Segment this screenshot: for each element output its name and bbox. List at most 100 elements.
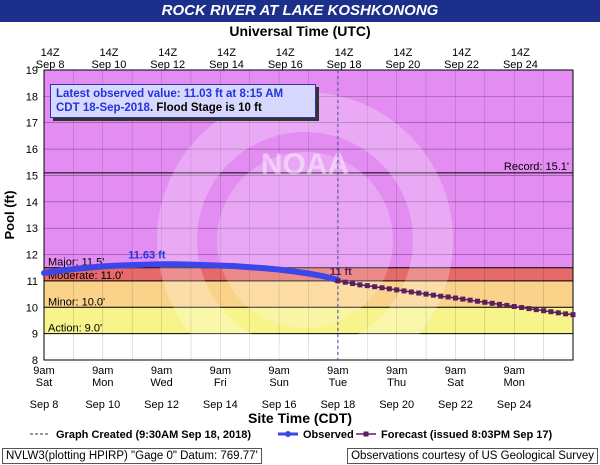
y-axis-label: Pool (ft) [2, 190, 17, 239]
top-tick-hour: 14Z [511, 47, 530, 59]
stage-label-minor: Minor: 10.0' [48, 296, 105, 308]
forecast-point [408, 289, 414, 295]
forecast-crest-label: 11 ft [330, 266, 352, 278]
latest-observation-line1: Latest observed value: 11.03 ft at 8:15 … [56, 88, 284, 100]
bottom-tick-day: Sun [269, 377, 289, 389]
forecast-point [526, 306, 532, 312]
forecast-point [460, 296, 466, 302]
forecast-point [474, 298, 480, 304]
y-tick-label: 9 [32, 329, 38, 341]
bottom-tick-date: Sep 14 [203, 399, 238, 411]
bottom-tick-time: 9am [268, 365, 289, 377]
top-tick-date: Sep 22 [444, 59, 479, 71]
top-tick-hour: 14Z [276, 47, 295, 59]
forecast-point [430, 292, 436, 298]
forecast-point [467, 297, 473, 303]
forecast-point [452, 295, 458, 301]
bottom-tick-time: 9am [92, 365, 113, 377]
bottom-tick-day: Sat [447, 377, 464, 389]
forecast-point [541, 308, 547, 314]
record-label: Record: 15.1' [504, 161, 569, 173]
y-tick-label: 10 [26, 302, 38, 314]
forecast-point [519, 305, 525, 311]
bottom-tick-time: 9am [327, 365, 348, 377]
y-tick-label: 15 [26, 170, 38, 182]
top-tick-hour: 14Z [335, 47, 354, 59]
datum-footer: NVLW3(plotting HPIRP) "Gage 0" Datum: 76… [2, 448, 262, 464]
top-tick-date: Sep 12 [150, 59, 185, 71]
forecast-point [342, 279, 348, 285]
y-tick-label: 13 [26, 223, 38, 235]
noaa-watermark-disc [217, 152, 393, 328]
bottom-tick-date: Sep 22 [438, 399, 473, 411]
bottom-tick-date: Sep 16 [262, 399, 297, 411]
bottom-tick-time: 9am [445, 365, 466, 377]
forecast-point [416, 290, 422, 296]
forecast-point [570, 312, 576, 318]
stage-label-action: Action: 9.0' [48, 323, 102, 335]
stage-label-moderate: Moderate: 11.0' [48, 270, 123, 282]
forecast-point [379, 285, 385, 291]
flood-stage-text: . Flood Stage is 10 ft [149, 102, 262, 114]
bottom-tick-date: Sep 8 [30, 399, 59, 411]
top-tick-date: Sep 18 [327, 59, 362, 71]
forecast-point [511, 303, 517, 309]
y-tick-label: 11 [27, 276, 38, 288]
forecast-point [504, 302, 510, 308]
stage-band-normal [44, 333, 573, 360]
bottom-tick-date: Sep 20 [379, 399, 414, 411]
y-tick-label: 16 [26, 144, 38, 156]
observed-series-line [41, 261, 341, 284]
forecast-point [497, 301, 503, 307]
y-tick-label: 19 [26, 65, 38, 77]
chart-title: ROCK RIVER AT LAKE KOSHKONONG [0, 0, 600, 22]
forecast-point [548, 309, 554, 315]
noaa-watermark-logo: NOAA [261, 148, 349, 181]
top-tick-date: Sep 10 [92, 59, 127, 71]
bottom-tick-time: 9am [151, 365, 172, 377]
forecast-point [335, 278, 341, 284]
top-tick-date: Sep 20 [385, 59, 420, 71]
top-tick-hour: 14Z [393, 47, 412, 59]
top-tick-date: Sep 14 [209, 59, 244, 71]
bottom-tick-date: Sep 12 [144, 399, 179, 411]
forecast-point [482, 299, 488, 305]
top-tick-date: Sep 24 [503, 59, 538, 71]
y-tick-label: 18 [26, 91, 38, 103]
legend-created: Graph Created (9:30AM Sep 18, 2018) [56, 429, 251, 441]
top-tick-hour: 14Z [158, 47, 177, 59]
bottom-tick-day: Fri [214, 377, 227, 389]
y-tick-label: 8 [32, 355, 38, 367]
forecast-point [445, 294, 451, 300]
forecast-point [372, 284, 378, 290]
forecast-point [438, 293, 444, 299]
y-tick-label: 14 [26, 197, 38, 209]
bottom-tick-date: Sep 10 [85, 399, 120, 411]
forecast-point [386, 286, 392, 292]
y-tick-label: 17 [26, 118, 38, 130]
top-tick-hour: 14Z [217, 47, 236, 59]
top-tick-date: Sep 8 [36, 59, 65, 71]
forecast-point [394, 287, 400, 293]
forecast-point [423, 291, 429, 297]
forecast-point [401, 288, 407, 294]
utc-axis-label: Universal Time (UTC) [229, 23, 371, 39]
forecast-point [350, 281, 356, 287]
credit-footer: Observations courtesy of US Geological S… [347, 448, 598, 464]
top-tick-hour: 14Z [452, 47, 471, 59]
forecast-point [533, 307, 539, 313]
bottom-tick-day: Mon [92, 377, 113, 389]
forecast-point [489, 300, 495, 306]
bottom-tick-day: Thu [387, 377, 406, 389]
y-tick-label: 12 [26, 250, 38, 262]
stage-band-action [44, 307, 573, 334]
forecast-point [364, 283, 370, 289]
bottom-tick-time: 9am [210, 365, 231, 377]
legend-observed: Observed [303, 429, 354, 441]
latest-observation-date: CDT 18-Sep-2018 [56, 102, 150, 114]
bottom-tick-time: 9am [504, 365, 525, 377]
legend-observed-marker [285, 431, 291, 437]
top-tick-hour: 14Z [41, 47, 60, 59]
bottom-tick-day: Sat [36, 377, 53, 389]
